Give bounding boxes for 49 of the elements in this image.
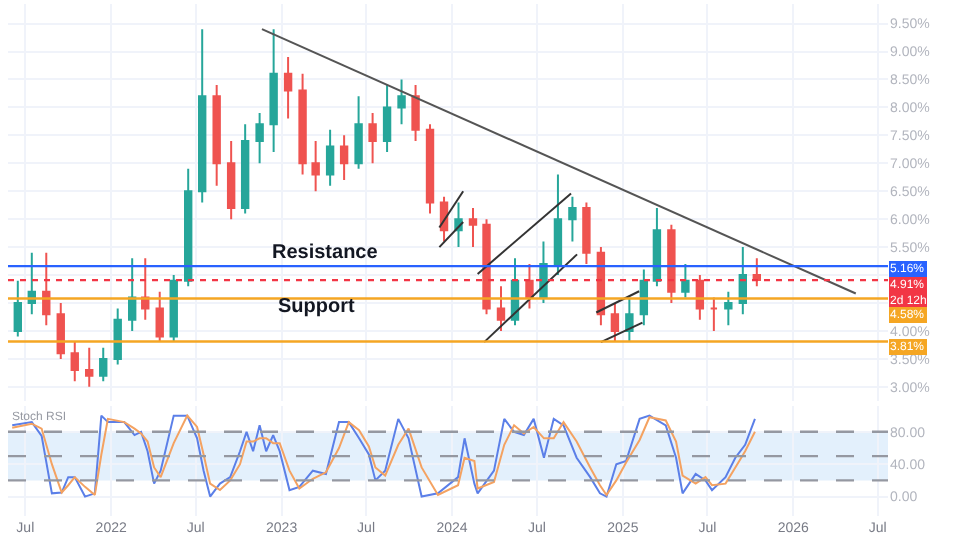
candlestick bbox=[496, 285, 506, 332]
candlestick bbox=[582, 201, 591, 265]
annotation: Resistance bbox=[272, 242, 379, 264]
candlestick bbox=[42, 251, 51, 327]
candlestick bbox=[141, 257, 150, 321]
candlestick bbox=[425, 123, 435, 215]
candlestick bbox=[724, 290, 733, 327]
candlestick bbox=[127, 257, 137, 332]
candlestick bbox=[212, 84, 221, 187]
candlestick bbox=[568, 195, 577, 243]
candlestick bbox=[667, 223, 676, 304]
candlestick bbox=[226, 139, 236, 221]
candlestick bbox=[397, 78, 406, 126]
candlestick bbox=[99, 346, 108, 383]
candlestick bbox=[85, 346, 94, 388]
candlestick bbox=[13, 279, 22, 338]
candlestick bbox=[752, 257, 762, 288]
candlestick bbox=[269, 28, 278, 154]
candlestick bbox=[184, 167, 193, 288]
candlestick bbox=[354, 95, 363, 170]
candlestick bbox=[113, 307, 122, 366]
candlestick bbox=[652, 206, 662, 288]
candlestick bbox=[695, 274, 705, 321]
candlestick bbox=[468, 206, 478, 249]
candlestick bbox=[283, 56, 293, 120]
candlestick bbox=[198, 28, 207, 204]
candlestick bbox=[155, 290, 164, 344]
candlestick bbox=[339, 134, 349, 182]
annotation: Support bbox=[278, 296, 356, 318]
candlestick bbox=[56, 302, 65, 360]
candlestick bbox=[169, 274, 178, 344]
candlestick bbox=[255, 111, 264, 165]
candlestick bbox=[610, 302, 620, 344]
candlestick bbox=[311, 139, 320, 193]
candlestick bbox=[482, 218, 491, 316]
candlestick bbox=[639, 268, 649, 327]
candlestick bbox=[411, 84, 420, 142]
candlestick bbox=[681, 262, 690, 299]
candlestick bbox=[525, 262, 534, 310]
candlestick bbox=[27, 251, 37, 316]
candlestick bbox=[625, 296, 634, 344]
candlestick bbox=[553, 173, 563, 277]
candlestick bbox=[368, 111, 377, 165]
candlestick bbox=[709, 296, 719, 332]
candlestick bbox=[382, 84, 392, 154]
candlestick bbox=[240, 123, 250, 215]
candlestick bbox=[325, 128, 335, 187]
candlestick bbox=[298, 72, 307, 176]
candlestick bbox=[70, 341, 79, 383]
